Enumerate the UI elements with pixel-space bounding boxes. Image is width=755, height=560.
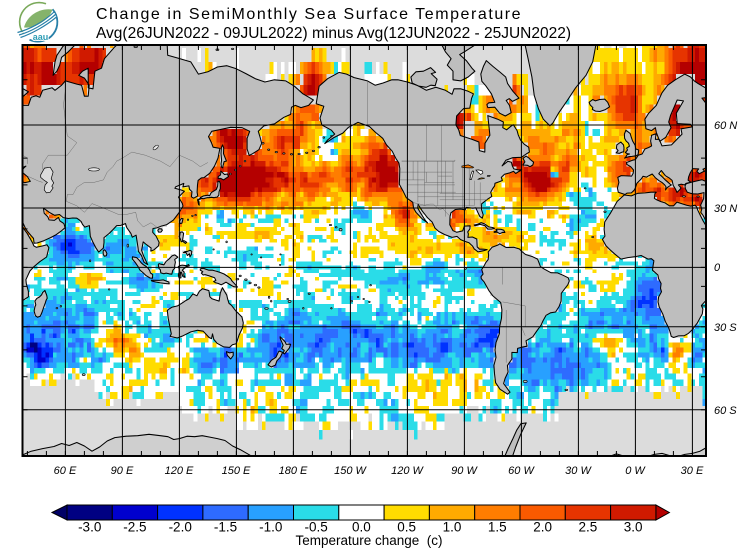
svg-text:150 W: 150 W xyxy=(334,465,367,477)
svg-text:1.5: 1.5 xyxy=(488,520,507,535)
svg-text:30 S: 30 S xyxy=(714,322,737,334)
svg-text:-0.5: -0.5 xyxy=(304,520,327,535)
svg-text:0.0: 0.0 xyxy=(352,520,371,535)
svg-text:180 E: 180 E xyxy=(279,465,308,477)
svg-text:1.0: 1.0 xyxy=(443,520,462,535)
svg-text:-2.0: -2.0 xyxy=(169,520,192,535)
svg-text:120 W: 120 W xyxy=(391,465,424,477)
svg-text:0 W: 0 W xyxy=(625,465,646,477)
svg-text:0: 0 xyxy=(714,262,721,274)
svg-text:30 N: 30 N xyxy=(714,203,737,215)
svg-text:-1.0: -1.0 xyxy=(259,520,282,535)
svg-text:150 E: 150 E xyxy=(222,465,251,477)
svg-text:2.5: 2.5 xyxy=(579,520,598,535)
svg-text:60 E: 60 E xyxy=(54,465,77,477)
svg-text:Temperature change (c): Temperature change (c) xyxy=(295,533,442,548)
svg-text:0.5: 0.5 xyxy=(397,520,416,535)
svg-text:30 E: 30 E xyxy=(681,465,704,477)
svg-text:60 W: 60 W xyxy=(508,465,535,477)
svg-text:-3.0: -3.0 xyxy=(78,520,101,535)
svg-text:60 N: 60 N xyxy=(714,120,737,132)
svg-text:2.0: 2.0 xyxy=(533,520,552,535)
svg-text:-1.5: -1.5 xyxy=(214,520,237,535)
svg-text:90 W: 90 W xyxy=(451,465,478,477)
svg-text:aau: aau xyxy=(33,32,49,42)
svg-text:3.0: 3.0 xyxy=(624,520,643,535)
svg-text:Avg(26JUN2022 - 09JUL2022) min: Avg(26JUN2022 - 09JUL2022) minus Avg(12J… xyxy=(96,25,571,42)
svg-text:Change in SemiMonthly Sea Surf: Change in SemiMonthly Sea Surface Temper… xyxy=(96,6,522,23)
svg-text:90 E: 90 E xyxy=(111,465,134,477)
svg-text:-2.5: -2.5 xyxy=(123,520,146,535)
svg-text:30 W: 30 W xyxy=(565,465,592,477)
svg-text:120 E: 120 E xyxy=(165,465,194,477)
svg-text:60 S: 60 S xyxy=(714,405,737,417)
